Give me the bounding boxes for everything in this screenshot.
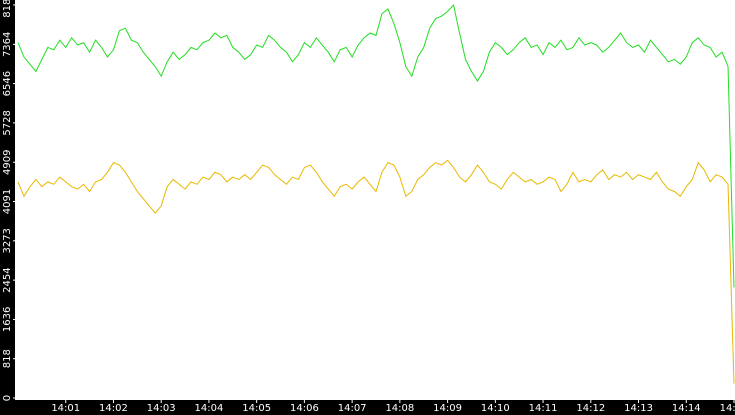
y-tick-label: 818 [2,349,13,368]
x-tick-label: 14:10 [481,403,510,414]
series-line [17,3,735,288]
y-tick-label: 0 [2,395,13,401]
y-tick-label: 6546 [2,71,13,96]
x-tick-label: 14:02 [99,403,128,414]
x-tick-label: 14:15 [720,403,735,414]
x-tick-label: 14:04 [195,403,224,414]
x-tick-label: 14:14 [672,403,701,414]
y-tick-label: 4909 [2,150,13,175]
y-tick-label: 8183 [2,0,13,18]
y-tick-label: 1636 [2,307,13,332]
x-tick-label: 14:12 [576,403,605,414]
y-tick-label: 2454 [2,267,13,292]
y-tick-label: 5728 [2,110,13,135]
x-tick-label: 14:01 [51,403,80,414]
y-tick-label: 7364 [2,32,13,57]
y-axis-band [0,0,15,415]
x-tick-label: 14:07 [338,403,367,414]
x-tick-label: 14:03 [147,403,176,414]
x-tick-label: 14:09 [433,403,462,414]
x-tick-label: 14:06 [290,403,319,414]
x-tick-label: 14:08 [385,403,414,414]
series-line [17,159,735,384]
x-axis-band [0,400,735,415]
x-tick-label: 14:11 [529,403,558,414]
y-tick-label: 4091 [2,189,13,214]
x-tick-label: 14:05 [242,403,271,414]
x-tick-label: 14:13 [624,403,653,414]
y-tick-label: 3273 [2,228,13,253]
